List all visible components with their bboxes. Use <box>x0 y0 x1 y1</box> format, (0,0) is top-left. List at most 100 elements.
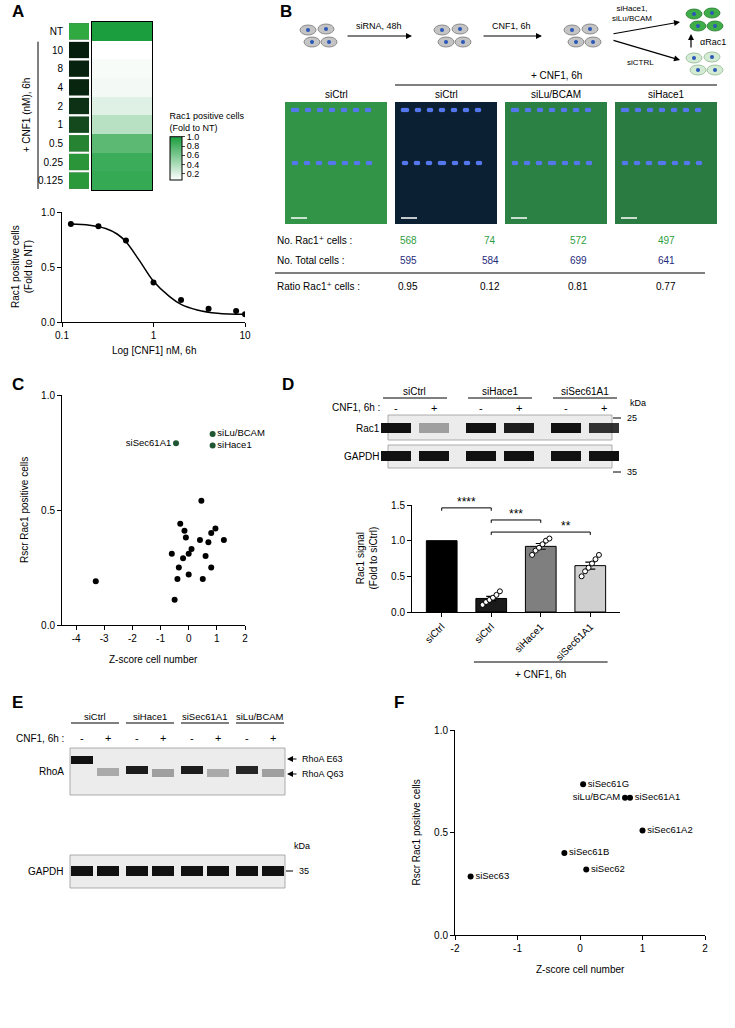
svg-text:CNF1, 6h :: CNF1, 6h : <box>332 402 380 413</box>
svg-text:568: 568 <box>400 235 417 246</box>
svg-text:+ CNF1 (nM), 6h: + CNF1 (nM), 6h <box>21 78 32 153</box>
svg-text:595: 595 <box>400 255 417 266</box>
svg-text:1: 1 <box>57 119 63 130</box>
svg-text:-: - <box>190 732 194 744</box>
svg-text:siHace1: siHace1 <box>648 89 685 100</box>
svg-text:0.0: 0.0 <box>41 317 55 328</box>
svg-text:siLu/BCAM: siLu/BCAM <box>217 427 265 438</box>
svg-text:-: - <box>394 402 398 414</box>
svg-text:B: B <box>280 2 292 21</box>
svg-text:Rac1 signal(Fold to siCtrl): Rac1 signal(Fold to siCtrl) <box>355 527 379 590</box>
svg-text:F: F <box>394 693 404 712</box>
svg-text:25: 25 <box>627 413 637 423</box>
svg-text:kDa: kDa <box>294 841 310 851</box>
svg-text:0: 0 <box>186 633 192 644</box>
svg-text:E: E <box>12 693 23 712</box>
svg-text:572: 572 <box>570 235 587 246</box>
svg-text:0.5: 0.5 <box>391 571 405 582</box>
svg-text:-2: -2 <box>451 943 460 954</box>
svg-text:siHace1: siHace1 <box>133 711 167 722</box>
svg-text:0: 0 <box>577 943 583 954</box>
svg-text:siSec61A1: siSec61A1 <box>182 711 227 722</box>
svg-text:siSec61A1: siSec61A1 <box>561 386 609 397</box>
svg-text:siSec61A1: siSec61A1 <box>554 621 596 663</box>
svg-text:RhoA: RhoA <box>39 766 64 777</box>
svg-text:siHace1: siHace1 <box>512 621 546 655</box>
svg-text:-1: -1 <box>513 943 522 954</box>
svg-text:-3: -3 <box>100 633 109 644</box>
svg-text:0.95: 0.95 <box>398 281 418 292</box>
svg-text:8: 8 <box>57 63 63 74</box>
svg-text:siSec61A2: siSec61A2 <box>647 824 692 835</box>
svg-text:Log [CNF1] nM, 6h: Log [CNF1] nM, 6h <box>112 345 196 356</box>
svg-text:0.1: 0.1 <box>55 330 69 341</box>
svg-text:CNF1, 6h: CNF1, 6h <box>492 21 531 31</box>
svg-text:0.81: 0.81 <box>568 281 588 292</box>
svg-text:CNF1, 6h :: CNF1, 6h : <box>16 733 64 744</box>
svg-text:35: 35 <box>627 467 637 477</box>
svg-text:641: 641 <box>658 255 675 266</box>
svg-text:siSec61A1: siSec61A1 <box>126 437 171 448</box>
svg-text:0.77: 0.77 <box>656 281 676 292</box>
svg-text:-: - <box>479 402 483 414</box>
svg-text:siHace1,siLu/BCAM: siHace1,siLu/BCAM <box>612 4 652 23</box>
svg-text:siCtrl: siCtrl <box>403 386 426 397</box>
svg-text:2: 2 <box>702 943 708 954</box>
svg-text:1: 1 <box>640 943 646 954</box>
svg-text:siLu/BCAM: siLu/BCAM <box>573 791 621 802</box>
svg-text:+: + <box>215 732 221 744</box>
svg-text:0.8: 0.8 <box>187 141 200 151</box>
svg-text:0.5: 0.5 <box>41 262 55 273</box>
svg-text:10: 10 <box>239 330 251 341</box>
svg-text:+ CNF1, 6h: + CNF1, 6h <box>515 669 566 680</box>
svg-text:RhoA E63: RhoA E63 <box>302 754 343 764</box>
svg-text:D: D <box>282 375 294 394</box>
svg-text:-1: -1 <box>156 633 165 644</box>
svg-text:siCtrl: siCtrl <box>435 89 458 100</box>
svg-text:0.12: 0.12 <box>480 281 500 292</box>
svg-text:-4: -4 <box>72 633 81 644</box>
svg-text:-: - <box>564 402 568 414</box>
svg-text:RhoA Q63: RhoA Q63 <box>302 769 344 779</box>
svg-text:0.6: 0.6 <box>187 150 200 160</box>
svg-text:siCtrl: siCtrl <box>325 89 348 100</box>
svg-text:siCtrl: siCtrl <box>472 621 496 645</box>
svg-text:+ CNF1, 6h: + CNF1, 6h <box>531 70 582 81</box>
svg-text:+: + <box>105 732 111 744</box>
svg-text:1.5: 1.5 <box>391 500 405 511</box>
svg-text:1.0: 1.0 <box>187 132 200 142</box>
svg-text:siCTRL: siCTRL <box>627 58 654 67</box>
svg-text:siSec62: siSec62 <box>591 863 625 874</box>
svg-text:A: A <box>12 2 24 21</box>
svg-text:Rscr Rac1 positive cells: Rscr Rac1 positive cells <box>19 457 30 563</box>
svg-text:-: - <box>80 732 84 744</box>
svg-text:+: + <box>270 732 276 744</box>
svg-text:35: 35 <box>299 866 309 876</box>
svg-text:+: + <box>601 402 607 414</box>
svg-text:NT: NT <box>50 26 63 37</box>
svg-text:kDa: kDa <box>630 398 646 408</box>
svg-text:1.0: 1.0 <box>41 207 55 218</box>
svg-text:4: 4 <box>57 82 63 93</box>
svg-text:584: 584 <box>482 255 499 266</box>
svg-text:Rac1 positive cells(Fold to NT: Rac1 positive cells(Fold to NT) <box>10 225 34 308</box>
svg-text:siSec61A1: siSec61A1 <box>635 791 680 802</box>
svg-text:+: + <box>431 402 437 414</box>
svg-text:****: **** <box>457 495 476 509</box>
svg-text:Z-score cell number: Z-score cell number <box>536 964 625 975</box>
svg-text:siRNA, 48h: siRNA, 48h <box>356 21 402 31</box>
svg-text:siLu/BCAM: siLu/BCAM <box>531 89 581 100</box>
svg-text:***: *** <box>509 507 523 521</box>
svg-text:+: + <box>516 402 522 414</box>
svg-text:siHace1: siHace1 <box>482 386 519 397</box>
svg-text:0.125: 0.125 <box>38 175 63 186</box>
svg-text:Rac1: Rac1 <box>356 423 380 434</box>
svg-text:1.0: 1.0 <box>41 390 55 401</box>
svg-text:No. Total cells :: No. Total cells : <box>277 255 345 266</box>
svg-text:0.0: 0.0 <box>41 620 55 631</box>
svg-text:0.25: 0.25 <box>44 157 64 168</box>
svg-text:497: 497 <box>658 235 675 246</box>
svg-text:siHace1: siHace1 <box>217 439 251 450</box>
svg-text:1.0: 1.0 <box>391 535 405 546</box>
svg-text:siSec61B: siSec61B <box>569 846 609 857</box>
